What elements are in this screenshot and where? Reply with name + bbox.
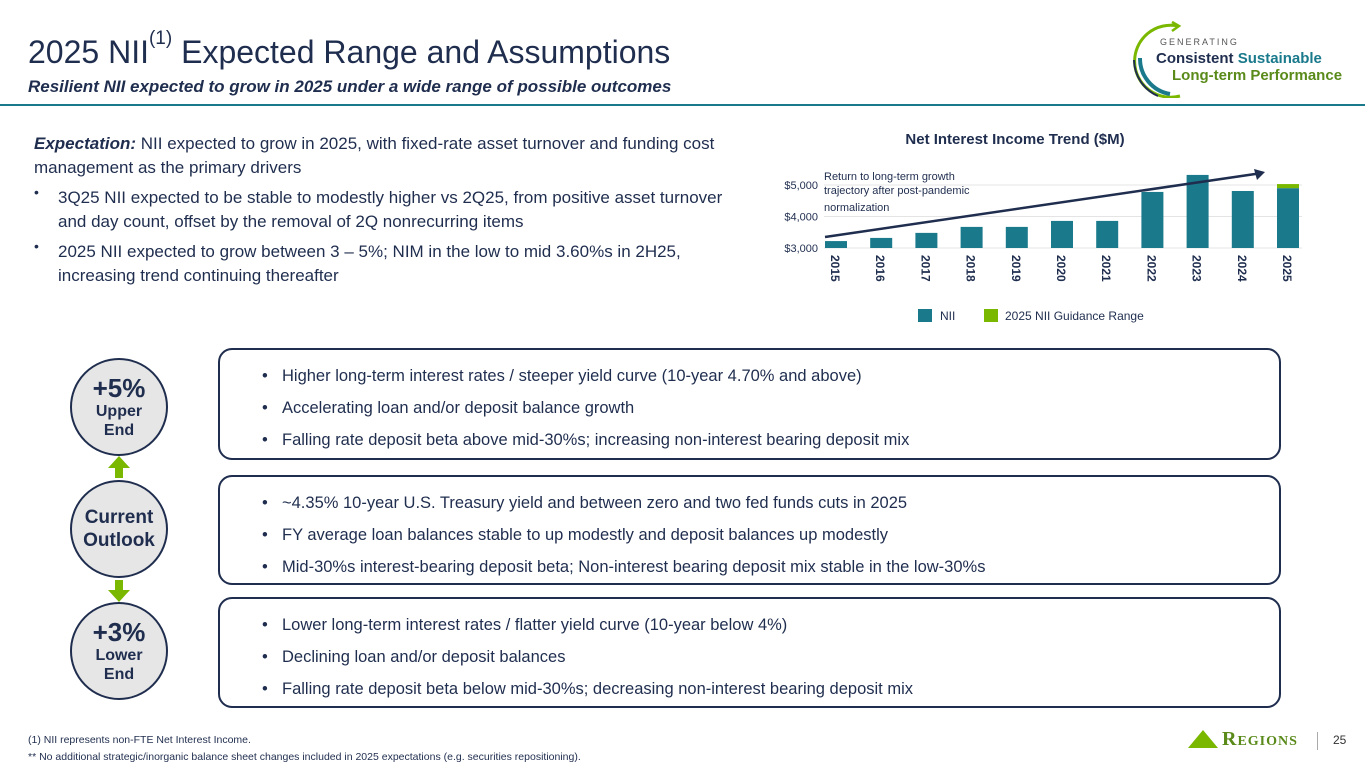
footnote: ** No additional strategic/inorganic bal… [28, 751, 581, 763]
bar-nii-2016 [870, 237, 893, 248]
legend-swatch-nii [918, 309, 932, 322]
page-title: 2025 NII(1) Expected Range and Assumptio… [28, 28, 671, 70]
scenario-bullet: Lower long-term interest rates / flatter… [262, 609, 1279, 641]
bar-nii-2015 [825, 241, 847, 248]
title-divider [0, 104, 1365, 106]
page-subtitle: Resilient NII expected to grow in 2025 u… [28, 77, 672, 96]
expectation-bullet: 3Q25 NII expected to be stable to modest… [34, 180, 754, 234]
y-tick-label: $3,000 [784, 243, 818, 255]
expectation-text: Expectation: NII expected to grow in 202… [34, 134, 715, 177]
bar-nii-2023 [1186, 174, 1209, 248]
logo-generating: GENERATING [1160, 37, 1239, 47]
bar-nii-2017 [915, 232, 938, 248]
x-tick-label: 2020 [1054, 255, 1068, 282]
trend-arrowhead-icon [1254, 169, 1265, 180]
legend-swatch-guidance [984, 309, 998, 322]
lower-scenario-box: Lower long-term interest rates / flatter… [218, 597, 1281, 708]
bar-nii-2018 [960, 226, 983, 248]
current-scenario-box: ~4.35% 10-year U.S. Treasury yield and b… [218, 475, 1281, 585]
y-tick-label: $5,000 [784, 180, 818, 192]
scenario-bullet: Higher long-term interest rates / steepe… [262, 360, 1279, 392]
trend-arrow [824, 171, 1263, 239]
scenario-bullet: Falling rate deposit beta below mid-30%s… [262, 673, 1279, 705]
upper-end-circle: +5% Upper End [70, 358, 168, 456]
footnote: (1) NII represents non-FTE Net Interest … [28, 734, 251, 746]
upper-scenario-box: Higher long-term interest rates / steepe… [218, 348, 1281, 460]
logo-line3: Long-term Performance [1172, 67, 1343, 84]
x-tick-label: 2024 [1235, 255, 1249, 282]
down-arrow-icon [108, 580, 130, 602]
lower-end-circle: +3% Lower End [70, 602, 168, 700]
scenario-bullet: FY average loan balances stable to up mo… [262, 519, 1279, 551]
up-arrow-icon [108, 456, 130, 478]
x-tick-label: 2023 [1190, 255, 1204, 282]
expectation-block: Expectation: NII expected to grow in 202… [34, 132, 754, 288]
x-tick-label: 2019 [1009, 255, 1023, 282]
x-tick-label: 2021 [1099, 255, 1113, 282]
chart-annotation-line: Return to long-term growth [824, 171, 955, 183]
regions-logo-icon [1188, 730, 1218, 748]
footer-separator [1317, 732, 1318, 750]
bar-nii-2025 [1277, 188, 1299, 248]
bar-nii-2020 [1051, 220, 1073, 248]
bar-guidance-2025 [1277, 184, 1299, 189]
x-tick-label: 2017 [918, 255, 932, 282]
logo-line2: Consistent Sustainable [1156, 50, 1322, 67]
chart-annotation-line: trajectory after post-pandemic [824, 185, 970, 197]
y-tick-label: $4,000 [784, 212, 818, 224]
legend-label-nii: NII [940, 309, 955, 323]
scenario-bullet: Declining loan and/or deposit balances [262, 641, 1279, 673]
bar-nii-2022 [1141, 191, 1164, 248]
nii-trend-chart: Net Interest Income Trend ($M) $3,000 $4,… [784, 131, 1302, 323]
x-tick-label: 2016 [873, 255, 887, 282]
legend-label-guidance: 2025 NII Guidance Range [1005, 309, 1144, 323]
bar-nii-2019 [1005, 226, 1028, 248]
scenario-bullet: Accelerating loan and/or deposit balance… [262, 392, 1279, 424]
x-tick-label: 2025 [1280, 255, 1294, 282]
regions-wordmark: Regions [1222, 728, 1298, 750]
bar-nii-2021 [1096, 220, 1119, 248]
x-tick-label: 2022 [1144, 255, 1158, 282]
logo-arc-icon [1133, 20, 1182, 98]
chart-annotation-line: normalization [824, 202, 889, 214]
expectation-bullet: 2025 NII expected to grow between 3 – 5%… [34, 234, 754, 288]
scenario-bullet: ~4.35% 10-year U.S. Treasury yield and b… [262, 487, 1279, 519]
bar-nii-2024 [1231, 190, 1254, 248]
x-tick-label: 2015 [828, 255, 842, 282]
scenario-bullet: Falling rate deposit beta above mid-30%s… [262, 424, 1279, 456]
x-tick-label: 2018 [964, 255, 978, 282]
current-outlook-circle: Current Outlook [70, 480, 168, 578]
scenario-bullet: Mid-30%s interest-bearing deposit beta; … [262, 551, 1279, 583]
chart-title: Net Interest Income Trend ($M) [905, 131, 1124, 148]
page-number: 25 [1333, 733, 1347, 747]
